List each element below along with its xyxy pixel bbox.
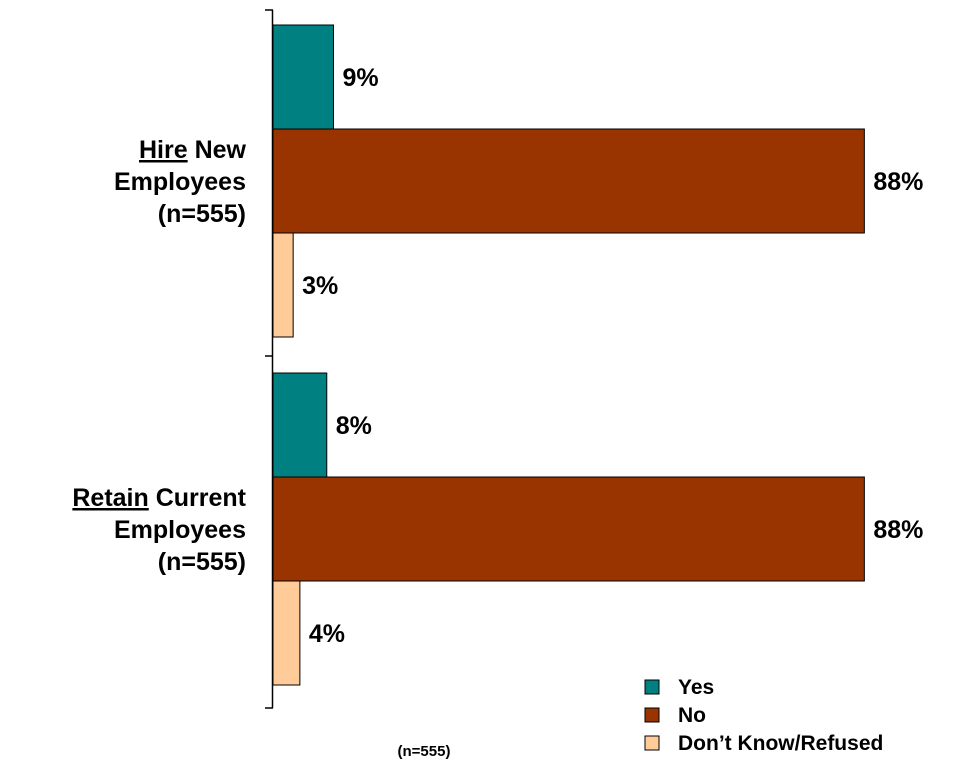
legend-label: Don’t Know/Refused (678, 732, 883, 755)
data-label: 4% (309, 620, 345, 648)
category-label-keyword: Retain (72, 484, 148, 512)
data-label: 3% (302, 272, 338, 300)
category-label-rest: Current (149, 484, 247, 512)
category-label-rest: New (188, 136, 247, 164)
category-label: Retain Current Employees (n=555) (72, 484, 246, 576)
category-label-line: Retain Current (72, 484, 246, 512)
bar (272, 580, 301, 686)
data-label: 8% (336, 412, 372, 440)
bar (272, 476, 865, 582)
category-axis (265, 9, 274, 709)
category-label-line: Hire New (139, 136, 247, 164)
legend-swatch (644, 707, 660, 723)
value-labels: 9% 88% 3% 8% 88% 4% (302, 64, 923, 648)
category-label-keyword: Hire (139, 136, 188, 164)
legend-swatch (644, 735, 660, 751)
data-label: 9% (342, 64, 378, 92)
legend-swatch (644, 679, 660, 695)
category-label: Hire New Employees (n=555) (114, 136, 247, 228)
sample-size-note: (n=555) (398, 743, 451, 760)
data-label: 88% (873, 516, 923, 544)
data-label: 88% (873, 168, 923, 196)
category-label-line: Employees (114, 516, 246, 544)
category-labels: Hire New Employees (n=555) Retain Current Em… (72, 136, 246, 576)
legend-label: No (678, 704, 706, 727)
category-label-line: (n=555) (158, 548, 246, 576)
category-label-line: (n=555) (158, 200, 246, 228)
bars (272, 24, 865, 686)
bar (272, 128, 865, 234)
legend: Yes No Don’t Know/Refused (644, 676, 883, 755)
bar (272, 24, 334, 130)
legend-item: Yes (644, 676, 714, 699)
category-label-line: Employees (114, 168, 246, 196)
bar (272, 372, 328, 478)
bar (272, 232, 294, 338)
legend-item: No (644, 704, 706, 727)
legend-item: Don’t Know/Refused (644, 732, 883, 755)
legend-label: Yes (678, 676, 714, 699)
